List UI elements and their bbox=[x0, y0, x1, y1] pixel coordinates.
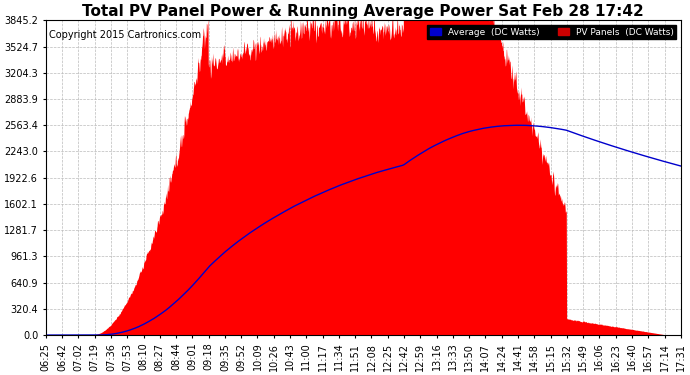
Title: Total PV Panel Power & Running Average Power Sat Feb 28 17:42: Total PV Panel Power & Running Average P… bbox=[82, 4, 644, 19]
Legend: Average  (DC Watts), PV Panels  (DC Watts): Average (DC Watts), PV Panels (DC Watts) bbox=[427, 25, 676, 39]
Text: Copyright 2015 Cartronics.com: Copyright 2015 Cartronics.com bbox=[49, 30, 201, 40]
